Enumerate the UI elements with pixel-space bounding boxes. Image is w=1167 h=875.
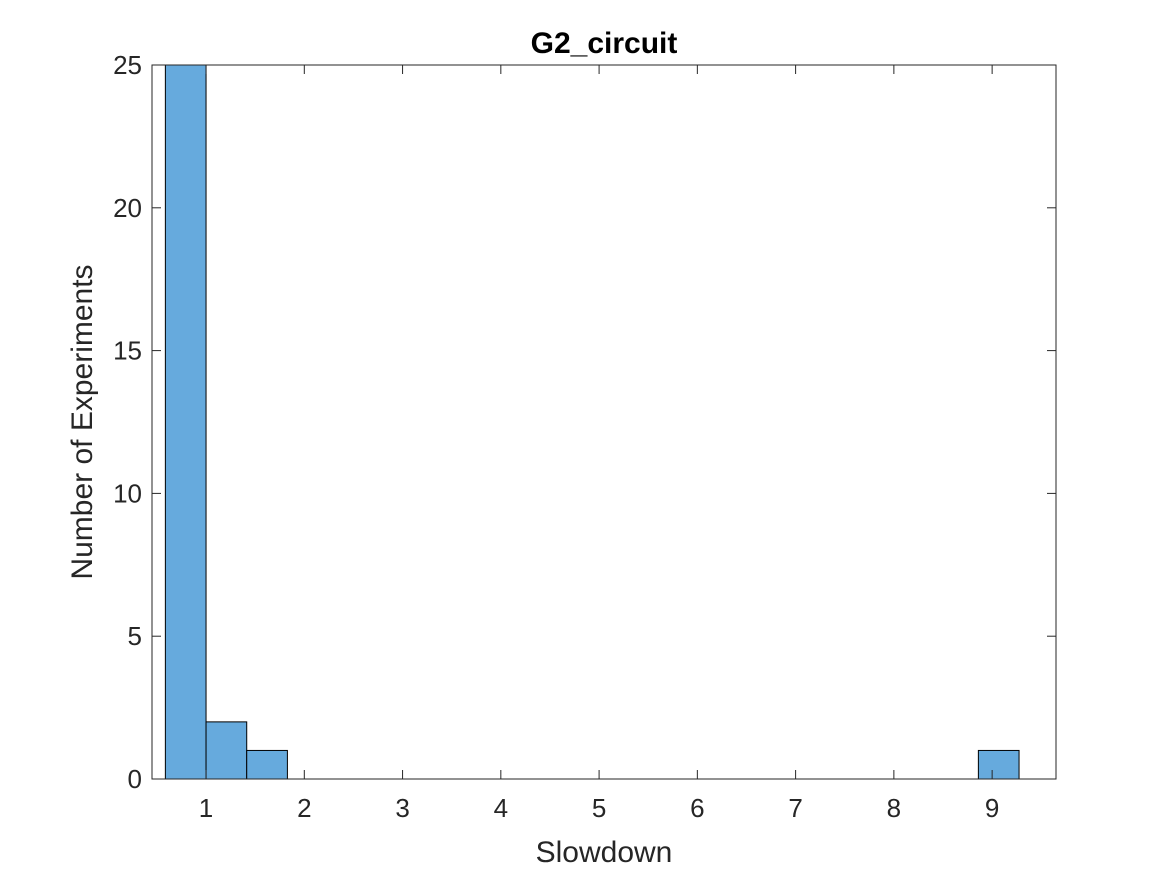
x-tick-label: 7 — [788, 793, 802, 823]
y-tick-label: 25 — [113, 50, 142, 80]
y-axis-label: Number of Experiments — [66, 264, 99, 579]
histogram-bar-1 — [205, 721, 248, 780]
x-tick-label: 8 — [887, 793, 901, 823]
x-tick-label: 6 — [690, 793, 704, 823]
y-tick-label: 15 — [113, 336, 142, 366]
plot-area-frame — [151, 64, 1057, 780]
x-tick-label: 2 — [297, 793, 311, 823]
y-tick-label: 10 — [113, 478, 142, 508]
histogram-bar-0 — [164, 64, 207, 780]
y-tick-label: 20 — [113, 193, 142, 223]
chart-title: G2_circuit — [531, 27, 678, 60]
bars-group — [164, 64, 1020, 780]
x-tick-label: 4 — [494, 793, 508, 823]
x-tick-label: 1 — [199, 793, 213, 823]
x-tick-label: 9 — [985, 793, 999, 823]
histogram-bar-3 — [977, 749, 1020, 780]
histogram-bar-2 — [246, 749, 288, 780]
y-tick-label: 0 — [128, 764, 142, 794]
x-tick-label: 3 — [395, 793, 409, 823]
x-axis-label: Slowdown — [536, 836, 673, 869]
axis-ticks: 1 2 3 4 5 6 7 8 9 0 5 10 15 20 25 — [113, 50, 1056, 823]
x-tick-label: 5 — [592, 793, 606, 823]
y-tick-label: 5 — [128, 621, 142, 651]
